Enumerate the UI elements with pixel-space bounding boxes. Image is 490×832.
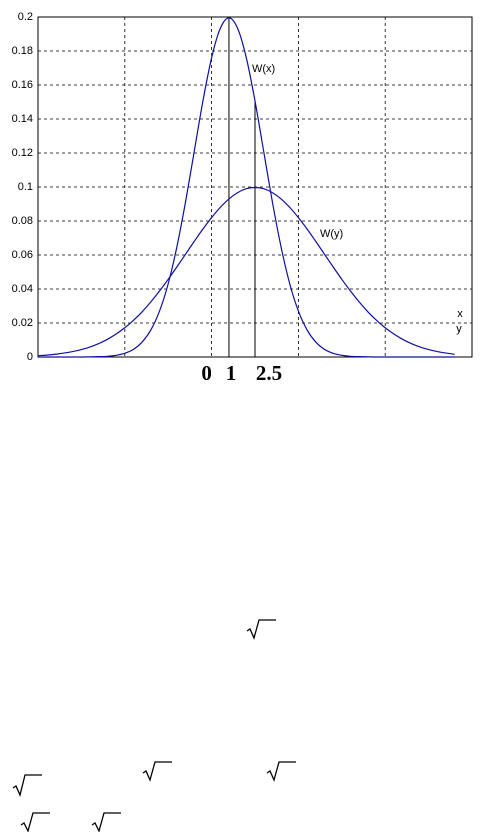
- y-tick-label: 0.12: [12, 147, 33, 159]
- y-tick-label: 0.2: [18, 11, 33, 23]
- radical: [266, 761, 296, 782]
- series-label: W(x): [252, 63, 275, 75]
- y-axis-label: y: [456, 323, 462, 335]
- radical: [142, 761, 172, 782]
- y-tick-label: 0.16: [12, 79, 33, 91]
- curve: [37, 186, 455, 357]
- x-tick-label: 0: [201, 361, 212, 385]
- y-tick-label: 0.14: [12, 113, 33, 125]
- y-tick-label: 0.06: [12, 249, 33, 261]
- radical: [246, 619, 276, 640]
- x-tick-label: 2.5: [256, 361, 282, 385]
- series-label: W(y): [320, 228, 343, 240]
- radicals: [12, 619, 296, 832]
- y-tick-label: 0.08: [12, 215, 33, 227]
- y-tick-label: 0.18: [12, 45, 33, 57]
- y-tick-label: 0.04: [12, 283, 33, 295]
- x-axis-label: x: [457, 308, 463, 320]
- x-tick-label: 1: [226, 361, 237, 385]
- curve: [38, 17, 455, 358]
- y-tick-label: 0: [27, 351, 33, 363]
- radical: [12, 774, 42, 797]
- radical: [91, 812, 121, 832]
- radical: [20, 812, 50, 832]
- y-tick-label: 0.1: [18, 181, 33, 193]
- y-tick-label: 0.02: [12, 317, 33, 329]
